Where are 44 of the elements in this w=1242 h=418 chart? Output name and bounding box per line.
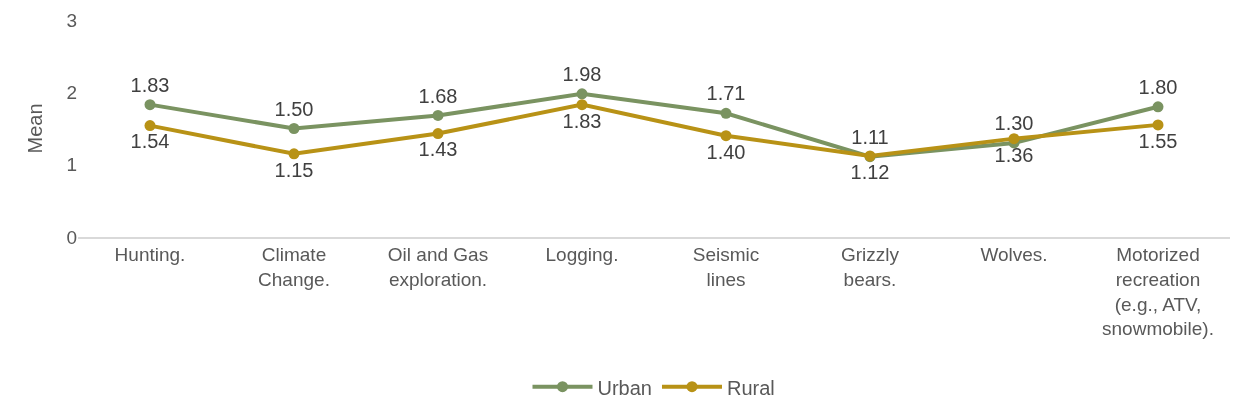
point [576, 99, 588, 111]
data-label: 1.83 [562, 109, 602, 132]
legend-label: Urban [597, 376, 652, 399]
data-label: 1.54 [130, 130, 170, 153]
x-tick-label: Motorized recreation (e.g., ATV, snowmobile). [1102, 244, 1214, 340]
point [720, 130, 732, 142]
x-tick-label: Climate Change. [258, 244, 330, 290]
point [288, 148, 300, 160]
data-label: 1.43 [418, 138, 458, 161]
x-tick-label: Hunting. [114, 244, 186, 266]
data-label: 1.40 [706, 140, 746, 163]
point [288, 123, 300, 134]
data-label: 1.55 [1138, 129, 1178, 152]
point [144, 120, 156, 132]
y-axis-title: Mean [23, 103, 46, 154]
data-label: 1.68 [418, 84, 458, 107]
data-label: 1.11 [851, 125, 889, 148]
point [432, 109, 444, 121]
y-tick-label: 1 [66, 154, 77, 176]
data-label: 1.12 [850, 160, 890, 183]
y-tick-label: 3 [66, 9, 77, 31]
data-label: 1.50 [274, 97, 314, 120]
data-label: 1.36 [994, 143, 1034, 166]
x-tick-label: Oil and Gas exploration. [387, 244, 489, 290]
x-tick-label: Grizzly bears. [840, 244, 900, 290]
point [1152, 101, 1164, 113]
y-tick-label: 0 [66, 226, 77, 248]
point [720, 107, 732, 119]
data-label: 1.83 [130, 73, 170, 96]
x-tick-label: Wolves. [980, 244, 1048, 266]
point [1152, 119, 1164, 131]
point [432, 128, 444, 140]
data-label: 1.80 [1138, 75, 1178, 98]
point [1008, 133, 1020, 145]
legend-label: Rural [726, 376, 775, 399]
data-label: 1.15 [274, 158, 314, 181]
data-label: 1.98 [562, 62, 602, 85]
point [144, 99, 156, 111]
point [576, 88, 588, 100]
data-label: 1.71 [706, 82, 746, 105]
x-tick-label: Seismic lines [692, 244, 760, 290]
data-label: 1.30 [994, 112, 1034, 135]
x-tick-label: Logging. [545, 244, 619, 266]
y-tick-label: 2 [66, 81, 77, 103]
